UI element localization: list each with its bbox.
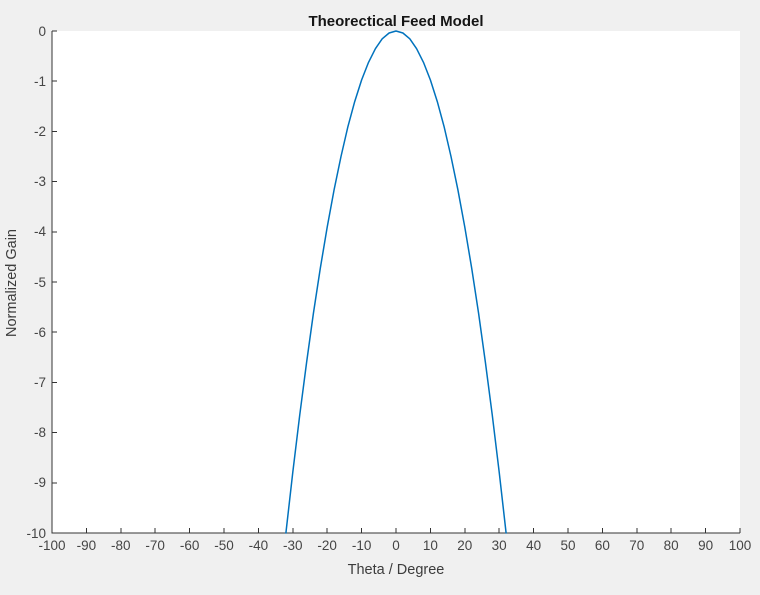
x-tick-label: -30: [283, 538, 303, 553]
x-tick-label: 90: [698, 538, 714, 553]
y-tick-label: -4: [33, 224, 46, 240]
y-tick-label: -10: [26, 525, 46, 541]
x-tick-label: -90: [76, 538, 97, 553]
y-tick-label: -9: [33, 475, 46, 491]
y-tick-label: -1: [33, 73, 46, 89]
y-tick-label: -5: [33, 274, 46, 290]
x-tick-label: 10: [422, 538, 438, 553]
y-tick-label: -7: [33, 374, 46, 390]
y-tick-label: -2: [33, 123, 46, 139]
x-tick-label: -100: [38, 538, 66, 553]
x-tick-label: 100: [728, 538, 752, 553]
x-tick-label: -40: [248, 538, 269, 553]
y-tick-label: -8: [33, 425, 46, 441]
x-tick-label: -60: [179, 538, 200, 553]
x-tick-label: -70: [145, 538, 165, 553]
x-tick-label: 20: [457, 538, 473, 553]
x-tick-label: -80: [111, 538, 131, 553]
x-tick-label: 40: [526, 538, 542, 553]
x-tick-label: 50: [560, 538, 576, 553]
x-tick-label: 70: [629, 538, 645, 553]
y-tick-label: -3: [33, 174, 46, 190]
x-tick-label: 60: [594, 538, 610, 553]
x-tick-label: -10: [351, 538, 372, 553]
y-tick-label: -6: [33, 324, 46, 340]
x-tick-label: 30: [491, 538, 507, 553]
plot-background: [52, 31, 740, 533]
x-tick-label: -20: [317, 538, 337, 553]
x-tick-label: -50: [214, 538, 234, 553]
chart-title: Theorectical Feed Model: [308, 13, 484, 30]
axis-lines: [51, 31, 740, 534]
feed-gain-curve: [285, 30, 507, 534]
x-tick-label: 0: [392, 538, 400, 553]
x-tick-label: 80: [663, 538, 679, 553]
y-tick-label: 0: [38, 23, 46, 39]
x-axis-label: Theta / Degree: [347, 562, 445, 578]
